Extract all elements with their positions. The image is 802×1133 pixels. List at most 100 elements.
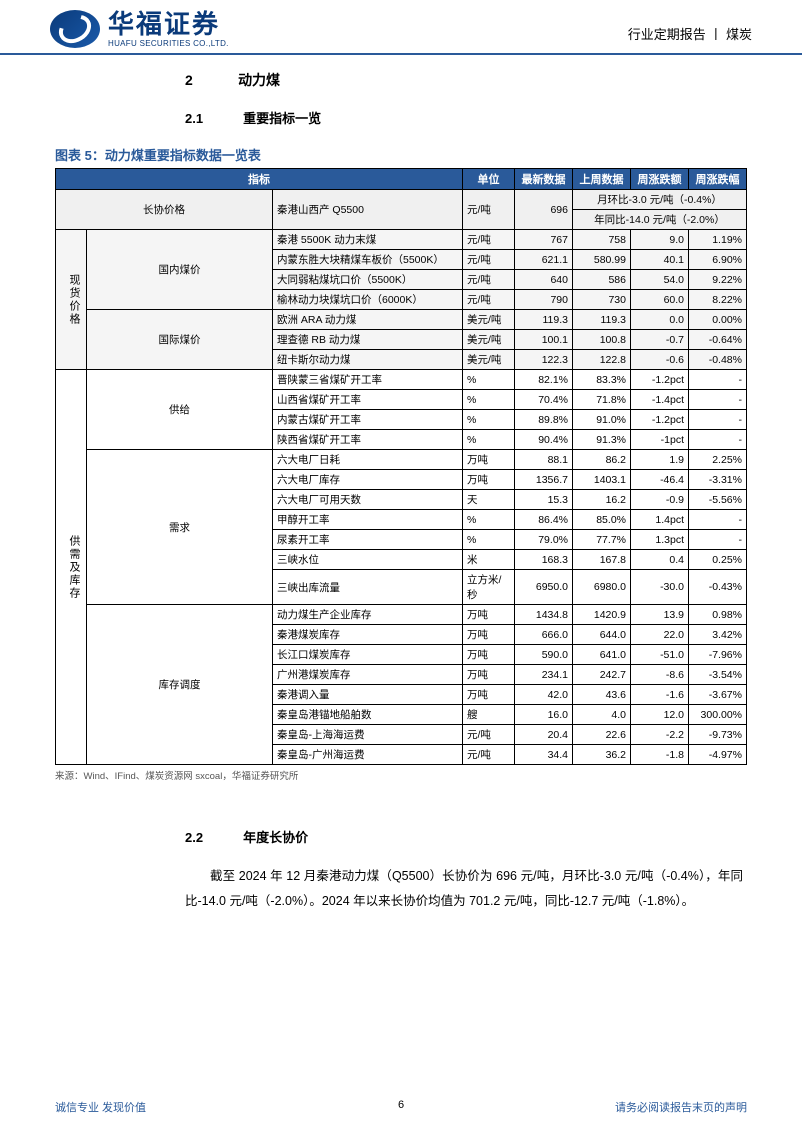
table-row: 国际煤价欧洲 ARA 动力煤美元/吨119.3119.30.00.00% <box>56 310 747 330</box>
value-cell: -0.9 <box>631 490 689 510</box>
value-cell: 34.4 <box>515 745 573 765</box>
value-cell: 36.2 <box>573 745 631 765</box>
value-cell: 586 <box>573 270 631 290</box>
value-cell: -3.54% <box>689 665 747 685</box>
value-cell: 590.0 <box>515 645 573 665</box>
value-cell: -5.56% <box>689 490 747 510</box>
indicator-cell: 广州港煤炭库存 <box>273 665 463 685</box>
mom-cell: 月环比-3.0 元/吨（-0.4%） <box>573 190 747 210</box>
value-cell: 1434.8 <box>515 605 573 625</box>
indicator-cell: 大同弱粘煤坑口价（5500K） <box>273 270 463 290</box>
page-footer: 诚信专业 发现价值 6 请务必阅读报告末页的声明 <box>0 1099 802 1115</box>
source-text: 来源：Wind、IFind、煤炭资源网 sxcoal，华福证券研究所 <box>55 768 747 782</box>
value-cell: -2.2 <box>631 725 689 745</box>
unit-cell: % <box>463 510 515 530</box>
value-cell: 91.0% <box>573 410 631 430</box>
subsection-number: 2.1 <box>185 111 240 126</box>
value-cell: 8.22% <box>689 290 747 310</box>
value-cell: 86.2 <box>573 450 631 470</box>
body-paragraph: 截至 2024 年 12 月秦港动力煤（Q5500）长协价为 696 元/吨，月… <box>55 864 747 914</box>
yoy-cell: 年同比-14.0 元/吨（-2.0%） <box>573 210 747 230</box>
unit-cell: % <box>463 530 515 550</box>
value-cell: - <box>689 370 747 390</box>
indicator-cell: 欧洲 ARA 动力煤 <box>273 310 463 330</box>
value-cell: -46.4 <box>631 470 689 490</box>
value-cell: 6.90% <box>689 250 747 270</box>
indicator-cell: 六大电厂日耗 <box>273 450 463 470</box>
group-xuqiu: 需求 <box>87 450 273 605</box>
indicator-cell: 晋陕蒙三省煤矿开工率 <box>273 370 463 390</box>
subsection-heading-2: 2.2 年度长协价 <box>55 827 747 846</box>
value-cell: 2.25% <box>689 450 747 470</box>
indicator-cell: 山西省煤矿开工率 <box>273 390 463 410</box>
unit-cell: 米 <box>463 550 515 570</box>
subsection-title-2: 年度长协价 <box>243 830 308 845</box>
indicator-table: 指标 单位 最新数据 上周数据 周涨跌额 周涨跌幅 长协价格秦港山西产 Q550… <box>55 168 747 765</box>
indicator-cell: 秦皇岛-上海海运费 <box>273 725 463 745</box>
footer-right: 请务必阅读报告末页的声明 <box>615 1099 747 1115</box>
value-cell: 13.9 <box>631 605 689 625</box>
value-cell: -30.0 <box>631 570 689 605</box>
table-row: 库存调度动力煤生产企业库存万吨1434.81420.913.90.98% <box>56 605 747 625</box>
value-cell: 9.0 <box>631 230 689 250</box>
value-cell: 1403.1 <box>573 470 631 490</box>
value-cell: 730 <box>573 290 631 310</box>
th-unit: 单位 <box>463 169 515 190</box>
unit-cell: % <box>463 410 515 430</box>
value-cell: 89.8% <box>515 410 573 430</box>
value-cell: 9.22% <box>689 270 747 290</box>
value-cell: 0.4 <box>631 550 689 570</box>
value-cell: -4.97% <box>689 745 747 765</box>
indicator-cell: 陕西省煤矿开工率 <box>273 430 463 450</box>
value-cell: - <box>689 410 747 430</box>
value-cell: -9.73% <box>689 725 747 745</box>
value-cell: 77.7% <box>573 530 631 550</box>
subsection-number-2: 2.2 <box>185 830 240 845</box>
value-cell: 1.9 <box>631 450 689 470</box>
value-cell: 88.1 <box>515 450 573 470</box>
indicator-cell: 内蒙东胜大块精煤车板价（5500K） <box>273 250 463 270</box>
value-cell: 1.3pct <box>631 530 689 550</box>
footer-left: 诚信专业 发现价值 <box>55 1099 146 1115</box>
value-cell: 0.00% <box>689 310 747 330</box>
value-cell: -1pct <box>631 430 689 450</box>
value-cell: -0.64% <box>689 330 747 350</box>
value-cell: 83.3% <box>573 370 631 390</box>
unit-cell: 元/吨 <box>463 725 515 745</box>
value-cell: 640 <box>515 270 573 290</box>
value-cell: - <box>689 390 747 410</box>
value-cell: -1.4pct <box>631 390 689 410</box>
value-cell: 54.0 <box>631 270 689 290</box>
th-latest: 最新数据 <box>515 169 573 190</box>
value-cell: 70.4% <box>515 390 573 410</box>
value-cell: -3.67% <box>689 685 747 705</box>
value-cell: 16.2 <box>573 490 631 510</box>
value-cell: 3.42% <box>689 625 747 645</box>
logo-text: 华福证券 HUAFU SECURITIES CO.,LTD. <box>108 11 229 48</box>
unit-cell: 万吨 <box>463 470 515 490</box>
value-cell: 71.8% <box>573 390 631 410</box>
indicator-cell: 秦皇岛-广州海运费 <box>273 745 463 765</box>
indicator-cell: 秦港煤炭库存 <box>273 625 463 645</box>
value-cell: 43.6 <box>573 685 631 705</box>
value-cell: 1.4pct <box>631 510 689 530</box>
value-cell: 767 <box>515 230 573 250</box>
value-cell: 644.0 <box>573 625 631 645</box>
value-cell: -51.0 <box>631 645 689 665</box>
value-cell: -0.7 <box>631 330 689 350</box>
unit-cell: 万吨 <box>463 645 515 665</box>
value-cell: 100.1 <box>515 330 573 350</box>
value-cell: 621.1 <box>515 250 573 270</box>
group-guoji: 国际煤价 <box>87 310 273 370</box>
value-cell: 85.0% <box>573 510 631 530</box>
value-cell: -7.96% <box>689 645 747 665</box>
value-cell: 40.1 <box>631 250 689 270</box>
value-cell: 15.3 <box>515 490 573 510</box>
value-cell: 168.3 <box>515 550 573 570</box>
value-cell: 666.0 <box>515 625 573 645</box>
unit-cell: 万吨 <box>463 450 515 470</box>
indicator-cell: 六大电厂库存 <box>273 470 463 490</box>
section-number: 2 <box>185 72 235 88</box>
value-cell: 122.8 <box>573 350 631 370</box>
value-cell: 86.4% <box>515 510 573 530</box>
